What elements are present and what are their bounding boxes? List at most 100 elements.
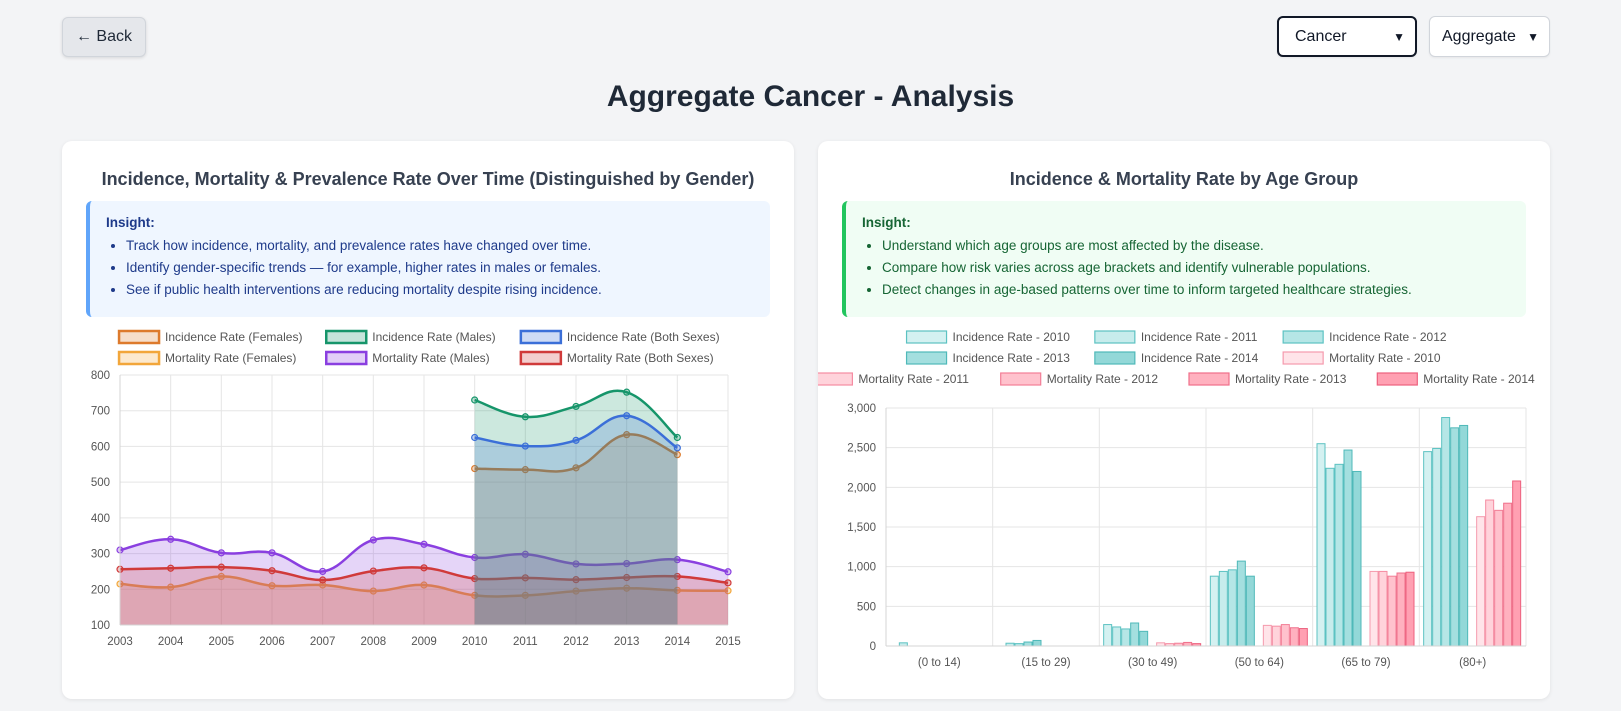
- data-point: [217, 549, 225, 557]
- insight-label: Insight:: [862, 215, 911, 230]
- insight-label: Insight:: [106, 215, 155, 230]
- x-tick-label: 2008: [361, 636, 387, 648]
- bar: [1459, 424, 1469, 647]
- scope-select[interactable]: Aggregate ▼: [1429, 16, 1550, 57]
- data-point: [521, 466, 529, 474]
- data-point: [572, 464, 580, 472]
- legend-swatch: [117, 350, 161, 366]
- y-tick-label: 800: [91, 370, 110, 382]
- bar: [1334, 463, 1344, 647]
- data-point: [673, 433, 681, 442]
- y-tick-label: 3,000: [847, 403, 876, 415]
- bar: [1139, 630, 1149, 647]
- insight-item: Identify gender-specific trends — for ex…: [126, 260, 754, 275]
- bar: [1121, 628, 1131, 647]
- series-area: [474, 415, 678, 625]
- data-point: [471, 396, 479, 404]
- data-point: [420, 540, 428, 548]
- bar: [1325, 467, 1335, 647]
- bar: [1316, 443, 1326, 647]
- data-point: [572, 402, 580, 411]
- series-line: [119, 536, 729, 574]
- x-tick-label: (0 to 14): [918, 657, 961, 669]
- data-point: [369, 587, 377, 595]
- bar: [1209, 575, 1219, 647]
- legend-swatch: [325, 350, 368, 366]
- scope-select-value: Aggregate: [1442, 27, 1516, 45]
- legend: Incidence Rate - 2010 Incidence Rate - 20…: [818, 330, 1535, 386]
- data-point: [268, 567, 276, 575]
- legend-swatch: [1094, 351, 1136, 365]
- legend-label: Mortality Rate - 2013: [1235, 372, 1347, 386]
- data-point: [420, 564, 428, 572]
- y-tick-label: 0: [870, 641, 876, 653]
- bar: [1262, 624, 1272, 647]
- trend-chart-title: Incidence, Mortality & Prevalence Rate O…: [101, 169, 755, 189]
- data-point: [268, 549, 276, 557]
- series-mortality-rate-males-: [116, 535, 732, 625]
- y-tick-label: 100: [91, 620, 110, 632]
- legend-label: Mortality Rate - 2010: [1329, 351, 1441, 365]
- series-incidence-rate-females-: [471, 431, 681, 625]
- data-point: [217, 563, 225, 571]
- data-point: [572, 576, 580, 584]
- x-tick-label: 2013: [614, 636, 640, 648]
- data-point: [319, 581, 327, 589]
- y-tick-label: 1,500: [847, 522, 876, 534]
- data-point: [724, 587, 732, 595]
- data-point: [471, 553, 479, 562]
- legend-swatch: [519, 329, 563, 345]
- disease-select[interactable]: Cancer ▼: [1277, 16, 1417, 57]
- legend-swatch: [1188, 372, 1230, 386]
- legend-label: Mortality Rate - 2011: [858, 372, 969, 386]
- x-tick-label: 2005: [209, 636, 235, 648]
- legend-swatch: [1094, 330, 1136, 344]
- data-point: [623, 412, 631, 420]
- data-point: [724, 568, 732, 576]
- data-point: [268, 582, 276, 590]
- legend-swatch: [1376, 372, 1418, 386]
- x-tick-label: 2012: [563, 636, 589, 648]
- bar: [1485, 499, 1495, 647]
- data-point: [521, 591, 529, 599]
- bar: [1343, 449, 1353, 647]
- series-area: [474, 434, 678, 625]
- x-tick-label: (30 to 49): [1128, 657, 1177, 669]
- bar: [1441, 417, 1451, 647]
- age-insight-box: Insight: Understand which age groups are…: [842, 201, 1526, 317]
- series-line: [474, 389, 679, 439]
- data-point: [673, 586, 681, 594]
- x-tick-label: (65 to 79): [1341, 657, 1390, 669]
- bar: [1352, 470, 1362, 647]
- insight-item: Track how incidence, mortality, and prev…: [126, 238, 754, 253]
- back-button[interactable]: ← Back: [62, 17, 146, 57]
- legend-swatch: [905, 351, 948, 365]
- bar: [1432, 447, 1442, 647]
- data-point: [572, 560, 580, 568]
- bar: [1218, 570, 1228, 647]
- data-point: [167, 583, 175, 591]
- data-point: [420, 581, 428, 589]
- series-area: [120, 537, 728, 625]
- bar: [1280, 624, 1290, 647]
- y-tick-label: 300: [91, 549, 110, 561]
- legend-label: Mortality Rate (Females): [165, 351, 296, 365]
- data-point: [521, 574, 529, 582]
- legend-swatch: [818, 372, 854, 386]
- data-point: [319, 567, 327, 576]
- data-point: [572, 587, 580, 595]
- y-tick-label: 400: [91, 513, 110, 525]
- series-mortality-rate-both-sexes-: [116, 563, 732, 625]
- x-tick-label: (80+): [1459, 657, 1486, 669]
- data-point: [623, 573, 631, 582]
- data-point: [673, 451, 681, 459]
- bar: [1494, 509, 1504, 647]
- data-point: [572, 436, 580, 444]
- data-point: [623, 388, 631, 396]
- legend-label: Incidence Rate (Both Sexes): [567, 330, 720, 344]
- data-point: [724, 579, 732, 587]
- data-point: [521, 442, 529, 450]
- x-tick-label: (50 to 64): [1235, 657, 1284, 669]
- y-tick-label: 600: [91, 441, 110, 453]
- data-point: [369, 536, 377, 544]
